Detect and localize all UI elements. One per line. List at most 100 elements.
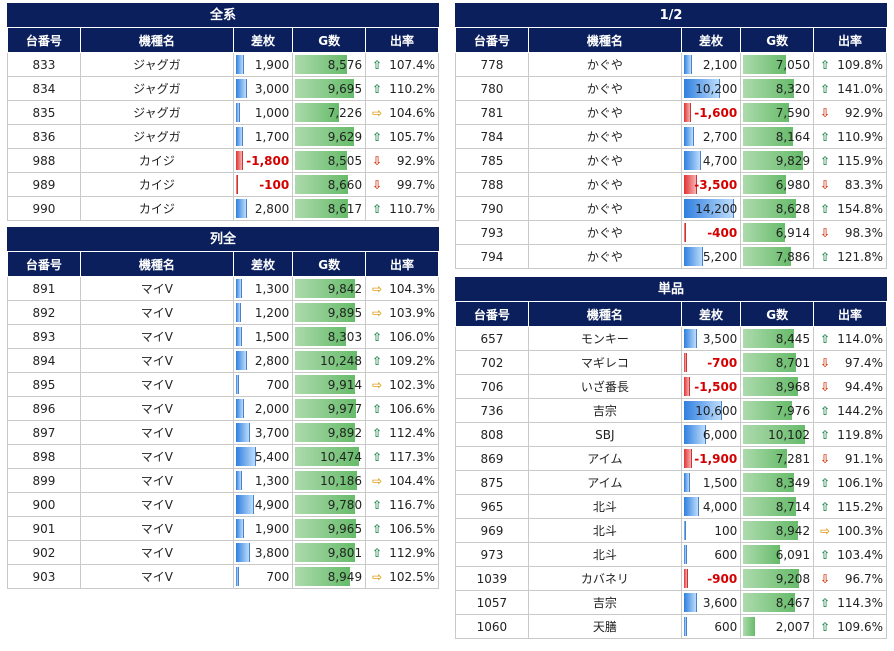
table-row[interactable]: 898 マイV 5,400 10,474 ⇧ 117.3% [7, 444, 439, 469]
header-no[interactable]: 台番号 [455, 27, 529, 53]
table-row[interactable]: 897 マイV 3,700 9,892 ⇧ 112.4% [7, 420, 439, 445]
arrow-up-icon: ⇧ [372, 449, 383, 464]
diff-bar [235, 79, 247, 98]
table-row[interactable]: 1039 カバネリ -900 9,208 ⇩ 96.7% [455, 566, 887, 591]
rate-cell: ⇩ 99.7% [365, 172, 439, 197]
table-row[interactable]: 785 かぐや 4,700 9,829 ⇧ 115.9% [455, 148, 887, 173]
games-value: 10,474 [320, 449, 363, 464]
table-row[interactable]: 988 カイジ -1,800 8,505 ⇩ 92.9% [7, 148, 439, 173]
table-row[interactable]: 793 かぐや -400 6,914 ⇩ 98.3% [455, 220, 887, 245]
header-no[interactable]: 台番号 [455, 301, 529, 327]
table-row[interactable]: 702 マギレコ -700 8,701 ⇩ 97.4% [455, 350, 887, 375]
model-name: モンキー [527, 326, 682, 351]
table-row[interactable]: 892 マイV 1,200 9,895 ⇨ 103.9% [7, 300, 439, 325]
header-rate[interactable]: 出率 [365, 27, 439, 53]
rate-value: 110.9% [837, 129, 883, 144]
table-row[interactable]: 808 SBJ 6,000 10,102 ⇧ 119.8% [455, 422, 887, 447]
table-row[interactable]: 835 ジャグガ 1,000 7,226 ⇨ 104.6% [7, 100, 439, 125]
table-row[interactable]: 784 かぐや 2,700 8,164 ⇧ 110.9% [455, 124, 887, 149]
table-row[interactable]: 899 マイV 1,300 10,186 ⇨ 104.4% [7, 468, 439, 493]
header-no[interactable]: 台番号 [7, 251, 81, 277]
table-row[interactable]: 902 マイV 3,800 9,801 ⇧ 112.9% [7, 540, 439, 565]
arrow-up-icon: ⇧ [372, 81, 383, 96]
header-rate[interactable]: 出率 [813, 301, 887, 327]
games-cell: 8,164 [740, 124, 815, 149]
table-row[interactable]: 903 マイV 700 8,949 ⇨ 102.5% [7, 564, 439, 589]
games-value: 8,349 [775, 475, 811, 490]
table-row[interactable]: 781 かぐや -1,600 7,590 ⇩ 92.9% [455, 100, 887, 125]
table-row[interactable]: 895 マイV 700 9,914 ⇨ 102.3% [7, 372, 439, 397]
rate-cell: ⇧ 103.4% [813, 542, 887, 567]
games-cell: 8,942 [740, 518, 815, 543]
table-row[interactable]: 794 かぐや 5,200 7,886 ⇧ 121.8% [455, 244, 887, 269]
header-row: 台番号 機種名 差枚 G数 出率 [7, 27, 439, 53]
header-diff[interactable]: 差枚 [680, 301, 742, 327]
machine-number: 1039 [455, 566, 529, 591]
games-value: 9,965 [327, 521, 363, 536]
table-row[interactable]: 706 いざ番長 -1,500 8,968 ⇩ 94.4% [455, 374, 887, 399]
rate-cell: ⇧ 110.9% [813, 124, 887, 149]
diff-value: 600 [714, 547, 738, 562]
header-games[interactable]: G数 [292, 251, 367, 277]
diff-cell: 10,200 [680, 76, 742, 101]
table-row[interactable]: 657 モンキー 3,500 8,445 ⇧ 114.0% [455, 326, 887, 351]
machine-number: 894 [7, 348, 81, 373]
table-row[interactable]: 778 かぐや 2,100 7,050 ⇧ 109.8% [455, 52, 887, 77]
table-row[interactable]: 896 マイV 2,000 9,977 ⇧ 106.6% [7, 396, 439, 421]
header-model[interactable]: 機種名 [79, 251, 234, 277]
table-row[interactable]: 1057 吉宗 3,600 8,467 ⇧ 114.3% [455, 590, 887, 615]
header-model[interactable]: 機種名 [79, 27, 234, 53]
machine-number: 988 [7, 148, 81, 173]
table-row[interactable]: 836 ジャグガ 1,700 9,629 ⇧ 105.7% [7, 124, 439, 149]
table-row[interactable]: 788 かぐや -3,500 6,980 ⇩ 83.3% [455, 172, 887, 197]
diff-bar [683, 521, 686, 540]
panel-retsu: 列全 台番号 機種名 差枚 G数 出率 891 マイV 1,300 9,842 ⇨ 104.3% 892… [7, 227, 439, 589]
table-row[interactable]: 891 マイV 1,300 9,842 ⇨ 104.3% [7, 276, 439, 301]
header-games[interactable]: G数 [292, 27, 367, 53]
table-row[interactable]: 969 北斗 100 8,942 ⇨ 100.3% [455, 518, 887, 543]
games-cell: 10,248 [292, 348, 367, 373]
games-bar [743, 449, 788, 468]
diff-value: -3,500 [694, 177, 738, 192]
header-rate[interactable]: 出率 [813, 27, 887, 53]
table-row[interactable]: 901 マイV 1,900 9,965 ⇧ 106.5% [7, 516, 439, 541]
table-row[interactable]: 736 吉宗 10,600 7,976 ⇧ 144.2% [455, 398, 887, 423]
table-row[interactable]: 900 マイV 4,900 9,780 ⇧ 116.7% [7, 492, 439, 517]
header-no[interactable]: 台番号 [7, 27, 81, 53]
table-row[interactable]: 965 北斗 4,000 8,714 ⇧ 115.2% [455, 494, 887, 519]
header-games[interactable]: G数 [740, 27, 815, 53]
arrow-up-icon: ⇧ [820, 57, 831, 72]
machine-number: 788 [455, 172, 529, 197]
table-row[interactable]: 790 かぐや 14,200 8,628 ⇧ 154.8% [455, 196, 887, 221]
machine-number: 897 [7, 420, 81, 445]
header-diff[interactable]: 差枚 [232, 251, 294, 277]
games-bar [743, 425, 806, 444]
arrow-up-icon: ⇧ [372, 401, 383, 416]
diff-cell: -1,800 [232, 148, 294, 173]
table-row[interactable]: 1060 天膳 600 2,007 ⇧ 109.6% [455, 614, 887, 639]
table-row[interactable]: 869 アイム -1,900 7,281 ⇩ 91.1% [455, 446, 887, 471]
table-row[interactable]: 990 カイジ 2,800 8,617 ⇧ 110.7% [7, 196, 439, 221]
table-row[interactable]: 973 北斗 600 6,091 ⇧ 103.4% [455, 542, 887, 567]
arrow-up-icon: ⇧ [820, 619, 831, 634]
table-row[interactable]: 834 ジャグガ 3,000 9,695 ⇧ 110.2% [7, 76, 439, 101]
header-model[interactable]: 機種名 [527, 27, 682, 53]
games-bar [743, 545, 781, 564]
games-bar [295, 303, 356, 322]
diff-bar [683, 401, 722, 420]
table-row[interactable]: 894 マイV 2,800 10,248 ⇧ 109.2% [7, 348, 439, 373]
table-row[interactable]: 780 かぐや 10,200 8,320 ⇧ 141.0% [455, 76, 887, 101]
header-games[interactable]: G数 [740, 301, 815, 327]
header-diff[interactable]: 差枚 [232, 27, 294, 53]
table-row[interactable]: 833 ジャグガ 1,900 8,576 ⇧ 107.4% [7, 52, 439, 77]
header-diff[interactable]: 差枚 [680, 27, 742, 53]
table-row[interactable]: 893 マイV 1,500 8,303 ⇧ 106.0% [7, 324, 439, 349]
header-model[interactable]: 機種名 [527, 301, 682, 327]
games-value: 8,660 [327, 177, 363, 192]
table-row[interactable]: 989 カイジ -100 8,660 ⇩ 99.7% [7, 172, 439, 197]
diff-cell: 4,900 [232, 492, 294, 517]
table-row[interactable]: 875 アイム 1,500 8,349 ⇧ 106.1% [455, 470, 887, 495]
arrow-up-icon: ⇧ [372, 329, 383, 344]
games-bar [295, 127, 355, 146]
header-rate[interactable]: 出率 [365, 251, 439, 277]
